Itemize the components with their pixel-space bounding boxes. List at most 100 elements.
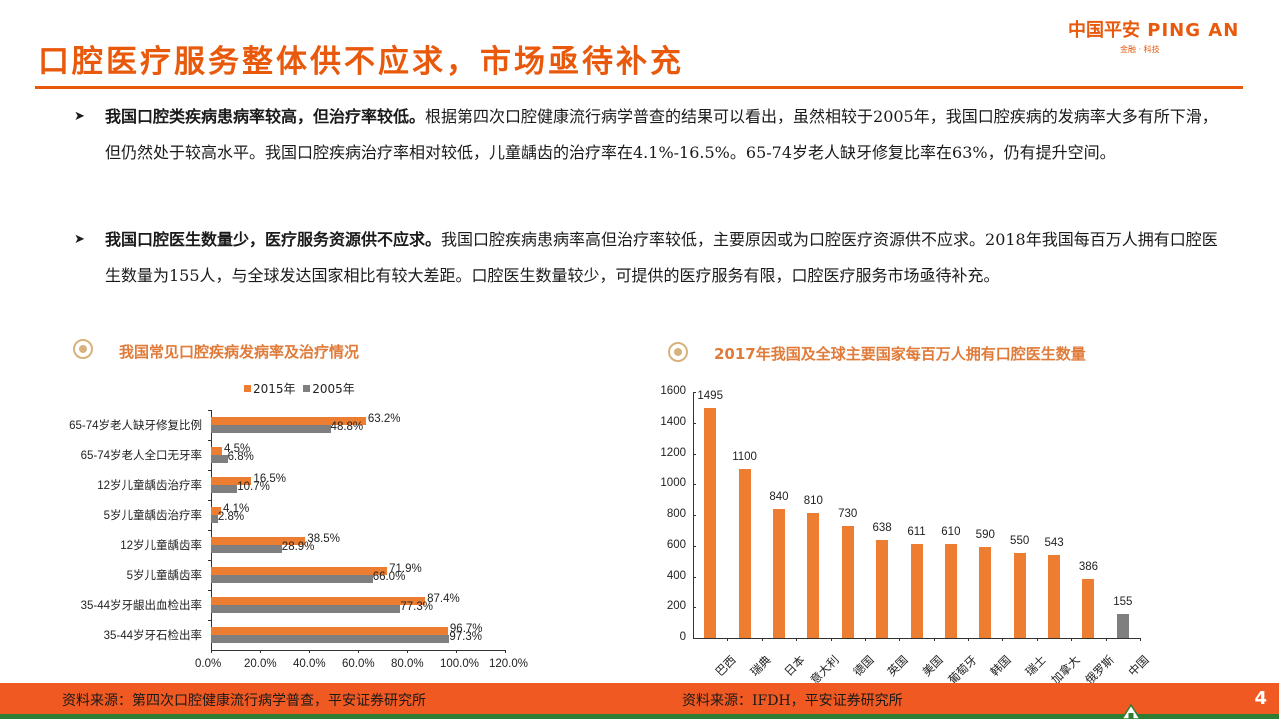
axis-tick <box>208 500 211 501</box>
axis-tick <box>1071 638 1073 641</box>
data-label: 87.4% <box>427 593 460 605</box>
category-label: 35-44岁牙石检出率 <box>103 630 202 642</box>
bar-2015年 <box>211 507 222 515</box>
footer-accent-line <box>0 714 1279 719</box>
category-label: 35-44岁牙龈出血检出率 <box>80 600 202 612</box>
bar-英国 <box>876 539 889 638</box>
data-label: 386 <box>1078 560 1099 573</box>
data-label: 4.1% <box>223 503 250 515</box>
x-tick-label: 0.0% <box>195 658 222 670</box>
arrow-bullet-icon: ➤ <box>74 232 85 247</box>
data-label: 610 <box>941 526 961 539</box>
ping-an-mark-icon <box>1121 703 1141 719</box>
axis-tick <box>693 576 696 578</box>
data-label: 16.5% <box>253 473 287 485</box>
axis-tick <box>1036 638 1038 641</box>
category-label: 12岁儿童龋齿率 <box>120 540 202 552</box>
axis-tick <box>208 590 211 591</box>
y-tick-label: 200 <box>666 600 686 613</box>
y-tick-label: 1400 <box>660 415 686 428</box>
left-chart-legend: 2015年 2005年 <box>244 380 355 397</box>
data-label: 77.3% <box>400 601 433 613</box>
left-bar-chart: 65-74岁老人缺牙修复比例 63.2% 48.8% 65-74岁老人全口无牙率 4.5… <box>0 400 560 680</box>
bar-2015年 <box>211 477 252 485</box>
axis-tick <box>260 650 261 653</box>
logo-tagline: 金融 · 科技 <box>1120 45 1160 54</box>
bar-2015年 <box>211 447 223 455</box>
page-title: 口腔医疗服务整体供不应求，市场亟待补充 <box>38 44 684 80</box>
bar-2015年 <box>211 537 306 545</box>
data-label: 48.8% <box>330 421 364 433</box>
y-tick-label: 1200 <box>660 446 686 459</box>
bar-俄罗斯 <box>1082 578 1095 638</box>
bar-日本 <box>772 508 785 638</box>
axis-tick <box>456 650 457 653</box>
bar-2005年 <box>211 425 331 433</box>
data-label: 28.9% <box>281 541 315 553</box>
legend-label-2015: 2015年 <box>253 382 296 396</box>
x-tick-label: 20.0% <box>244 658 277 670</box>
bullet-1-text: 根据第四次口腔健康流行病学普查的结果可以看出，虽然相较于2005年，我国口腔疾病… <box>105 107 1218 162</box>
category-label: 5岁儿童龋齿治疗率 <box>103 510 202 522</box>
y-tick-label: 1000 <box>660 477 686 490</box>
axis-tick <box>358 650 359 653</box>
bar-2005年 <box>211 485 238 493</box>
y-tick-label: 800 <box>666 508 686 520</box>
axis-tick <box>693 545 696 547</box>
y-tick-label: 600 <box>666 538 686 551</box>
axis-tick <box>693 422 696 424</box>
axis-tick <box>309 650 310 653</box>
x-tick-label: 60.0% <box>342 658 375 670</box>
axis-tick <box>208 470 211 471</box>
y-axis-line <box>211 410 212 650</box>
logo-cn: 中国平安 <box>1068 20 1140 41</box>
axis-tick <box>693 515 696 516</box>
data-label: 730 <box>838 507 858 520</box>
axis-tick <box>1140 638 1141 641</box>
axis-tick <box>796 638 798 641</box>
bar-巴西 <box>704 408 717 638</box>
axis-tick <box>208 560 211 561</box>
legend-label-2005: 2005年 <box>312 382 355 396</box>
data-label: 638 <box>872 521 892 534</box>
left-chart-title: 我国常见口腔疾病发病率及治疗情况 <box>119 343 360 361</box>
axis-tick <box>830 638 832 641</box>
axis-tick <box>968 638 970 641</box>
data-label: 1495 <box>697 390 723 403</box>
data-label: 96.7% <box>449 623 483 635</box>
data-label: 66.0% <box>372 571 406 583</box>
ping-an-logo: 中国平安 PING AN 金融 · 科技 <box>1068 16 1268 66</box>
data-label: 4.5% <box>224 443 251 455</box>
data-label: 38.5% <box>307 533 340 545</box>
bar-意大利 <box>807 513 820 638</box>
bar-2005年 <box>211 575 373 583</box>
data-label: 550 <box>1010 535 1030 548</box>
bar-2005年 <box>211 455 228 463</box>
bullet-1: ➤ 我国口腔类疾病患病率较高，但治疗率较低。根据第四次口腔健康流行病学普查的结果… <box>74 99 1224 209</box>
bar-中国 <box>1116 614 1129 638</box>
bullet-1-lead: 我国口腔类疾病患病率较高，但治疗率较低。 <box>105 107 426 126</box>
data-label: 543 <box>1044 536 1064 549</box>
axis-tick <box>693 392 696 393</box>
category-label: 12岁儿童龋齿治疗率 <box>97 480 202 492</box>
axis-tick <box>407 650 408 653</box>
axis-tick <box>693 607 696 609</box>
x-axis-line <box>693 638 1140 639</box>
section-marker-icon <box>73 339 93 359</box>
x-tick-label: 100.0% <box>440 658 480 670</box>
data-label: 840 <box>769 490 789 503</box>
category-label: 65-74岁老人缺牙修复比例 <box>69 420 202 432</box>
bullet-2-text: 我国口腔疾病患病率高但治疗率较低，主要原因或为口腔医疗资源供不应求。2018年我… <box>105 230 1218 285</box>
section-marker-icon <box>668 342 688 362</box>
data-label: 71.9% <box>389 563 422 575</box>
data-label: 10.7% <box>237 481 270 493</box>
bullet-2: ➤ 我国口腔医生数量少，医疗服务资源供不应求。我国口腔疾病患病率高但治疗率较低，… <box>74 222 1224 332</box>
data-label: 97.3% <box>449 631 482 643</box>
bar-德国 <box>841 525 854 638</box>
bar-2015年 <box>211 567 388 575</box>
data-label: 6.8% <box>227 451 254 463</box>
title-divider <box>35 86 1243 89</box>
bar-加拿大 <box>1048 554 1061 638</box>
footer-bar <box>0 683 1279 715</box>
axis-tick <box>693 638 696 639</box>
